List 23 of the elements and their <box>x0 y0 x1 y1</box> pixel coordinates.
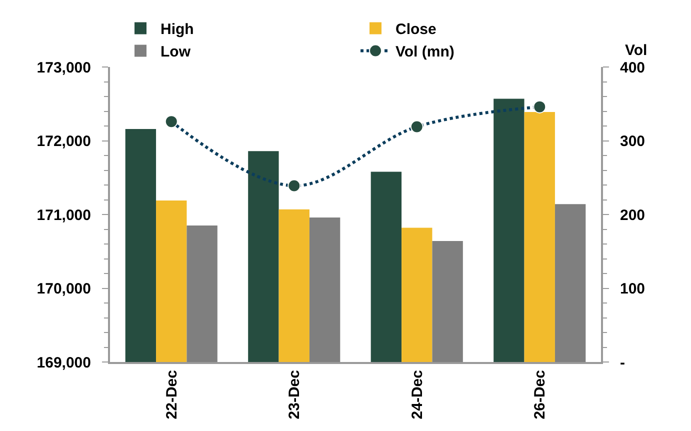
y2-tick-label: 200 <box>620 206 646 224</box>
point <box>164 115 178 128</box>
x-tick-label: 22-Dec <box>163 370 180 420</box>
y2-axis-title: Vol <box>625 42 648 59</box>
legend-label: Vol (mn) <box>396 44 454 61</box>
y2-tick-label: 100 <box>620 280 646 298</box>
legend-label: High <box>160 21 194 38</box>
y-tick-label: 171,000 <box>36 206 91 224</box>
legend-label: Low <box>160 44 191 61</box>
y-tick-label: 170,000 <box>36 280 91 298</box>
point <box>410 120 424 134</box>
y2-tick-label: 400 <box>620 59 646 76</box>
legend-label: Close <box>396 21 436 38</box>
point <box>533 100 546 114</box>
y-tick-label: 172,000 <box>36 133 91 150</box>
x-tick-label: 26-Dec <box>532 370 549 420</box>
y2-tick-label: - <box>620 354 625 372</box>
x-tick-label: 23-Dec <box>286 370 304 420</box>
point <box>288 179 301 192</box>
y-tick-label: 169,000 <box>36 354 91 372</box>
y2-tick-label: 300 <box>620 133 646 150</box>
x-tick-label: 24-Dec <box>408 370 426 420</box>
y-tick-label: 173,000 <box>36 59 91 76</box>
